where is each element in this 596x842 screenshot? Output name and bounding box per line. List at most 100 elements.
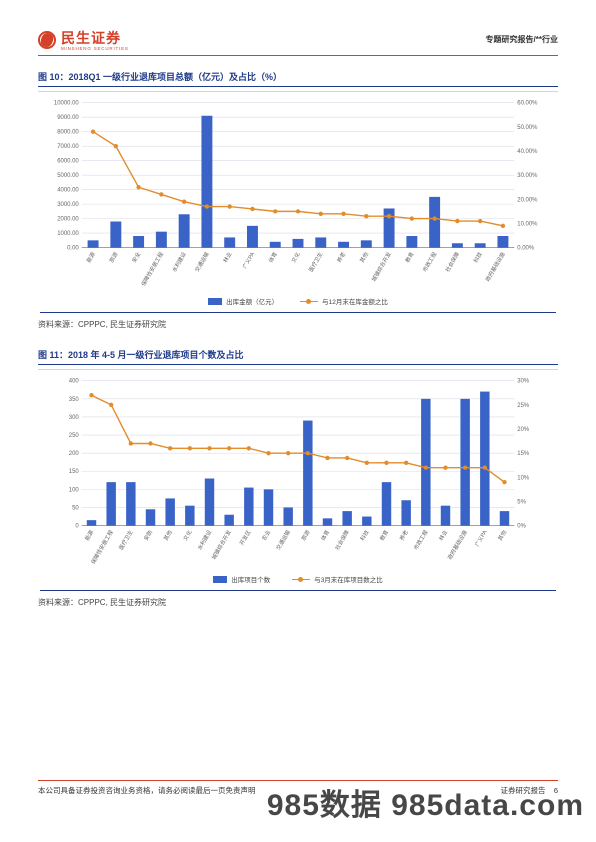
figure-10-title: 图 10：2018Q1 一级行业退库项目总额（亿元）及占比（%） [38,70,558,87]
svg-text:广义PA: 广义PA [473,528,489,548]
svg-text:体育: 体育 [319,528,332,542]
figure-11-legend: 出库项目个数 与3月末在库项目数之比 [40,574,556,591]
svg-text:保障性安居工程: 保障性安居工程 [139,250,165,287]
brand-logo-icon [38,31,56,49]
figure-10-legend: 出库金额（亿元） 与12月末在库金额之比 [40,296,556,313]
svg-text:科技: 科技 [472,250,485,264]
svg-text:200: 200 [69,451,80,457]
svg-text:其他: 其他 [162,528,175,542]
svg-text:300: 300 [69,415,80,421]
svg-text:60.00%: 60.00% [517,101,538,107]
svg-text:交通运输: 交通运输 [193,250,211,273]
svg-text:30%: 30% [517,379,530,385]
svg-text:城镇综合开发: 城镇综合开发 [370,250,394,283]
page-header: 民生证券 MINSHENG SECURITIES 专题研究报告/**行业 [38,28,558,56]
svg-text:其他: 其他 [358,250,371,264]
svg-text:2000.00: 2000.00 [57,217,79,223]
svg-text:20.00%: 20.00% [517,197,538,203]
svg-text:开发区: 开发区 [237,528,252,547]
legend-line-swatch [300,301,318,302]
watermark: 985数据 985data.com [267,780,584,824]
figure-10: 图 10：2018Q1 一级行业退库项目总额（亿元）及占比（%） 0.00 100… [38,70,558,330]
figure-11-chart: 0 50 100 150 200 250 300 350 400 0% 5% 10% 15% 20% 25%… [40,374,556,572]
figure-11-title: 图 11：2018 年 4-5 月一级行业退库项目个数及占比 [38,348,558,365]
svg-text:文化: 文化 [181,528,194,542]
svg-text:水利建设: 水利建设 [195,528,213,551]
brand-logo: 民生证券 MINSHENG SECURITIES [38,28,129,51]
svg-text:3000.00: 3000.00 [57,202,79,208]
header-right-text: 专题研究报告/**行业 [486,34,558,45]
svg-text:医疗卫生: 医疗卫生 [307,250,325,273]
svg-text:市政工程: 市政工程 [421,250,439,273]
svg-text:40.00%: 40.00% [517,149,538,155]
legend-bar-swatch [213,576,227,583]
svg-text:50.00%: 50.00% [517,125,538,131]
svg-text:能源: 能源 [83,528,96,542]
svg-text:市政工程: 市政工程 [412,528,430,551]
svg-text:8000.00: 8000.00 [57,130,79,136]
svg-text:15%: 15% [517,451,530,457]
svg-text:教育: 教育 [403,250,416,264]
legend-bar-label: 出库项目个数 [231,574,270,584]
svg-text:旅游: 旅游 [299,528,312,542]
svg-text:广义PA: 广义PA [240,250,256,270]
svg-text:交通运输: 交通运输 [274,528,292,551]
svg-text:0: 0 [75,524,79,530]
figure-11: 图 11：2018 年 4-5 月一级行业退库项目个数及占比 0 50 100 150… [38,348,558,608]
svg-text:养老: 养老 [398,528,411,542]
footer-left: 本公司具备证券投资咨询业务资格，请务必阅读最后一页免责声明 [38,785,256,796]
svg-text:400: 400 [69,379,80,385]
svg-text:10.00%: 10.00% [517,221,538,227]
svg-text:政府基础设施: 政府基础设施 [483,250,507,283]
svg-text:5000.00: 5000.00 [57,173,79,179]
svg-text:250: 250 [69,433,80,439]
svg-text:9000.00: 9000.00 [57,115,79,121]
svg-text:50: 50 [72,505,79,511]
svg-text:4000.00: 4000.00 [57,188,79,194]
svg-text:养老: 养老 [335,250,348,264]
legend-bar-swatch [208,298,222,305]
svg-text:0.00%: 0.00% [517,246,535,252]
svg-text:0%: 0% [517,524,526,530]
svg-text:科技: 科技 [358,528,371,542]
legend-line-label: 与3月末在库项目数之比 [314,574,383,584]
svg-text:教育: 教育 [378,528,391,542]
svg-text:社会保障: 社会保障 [333,528,351,551]
brand-name-en: MINSHENG SECURITIES [61,46,129,51]
svg-text:安全: 安全 [130,250,143,264]
figure-10-chart: 0.00 1000.00 2000.00 3000.00 4000.00 5000.00 6… [40,96,556,294]
figure-10-source: 资料来源：CPPPC, 民生证券研究院 [38,319,558,330]
svg-text:10%: 10% [517,475,530,481]
brand-name-cn: 民生证券 [61,28,129,48]
svg-text:文化: 文化 [289,250,302,264]
svg-text:林业: 林业 [437,528,450,542]
svg-text:5%: 5% [517,499,526,505]
svg-text:农业: 农业 [260,528,273,542]
svg-text:旅游: 旅游 [107,250,120,264]
figure-11-source: 资料来源：CPPPC, 民生证券研究院 [38,597,558,608]
svg-text:100: 100 [69,487,80,493]
legend-bar-label: 出库金额（亿元） [226,296,278,306]
svg-text:能源: 能源 [84,250,97,264]
svg-text:水利建设: 水利建设 [170,250,188,273]
legend-line-label: 与12月末在库金额之比 [322,296,388,306]
svg-text:政府基础设施: 政府基础设施 [446,528,470,561]
svg-text:社会保障: 社会保障 [443,250,461,273]
svg-text:25%: 25% [517,403,530,409]
svg-text:1000.00: 1000.00 [57,231,79,237]
svg-text:350: 350 [69,397,80,403]
svg-text:林业: 林业 [221,250,234,264]
svg-text:其他: 其他 [496,528,509,542]
svg-text:6000.00: 6000.00 [57,159,79,165]
svg-text:10000.00: 10000.00 [54,101,79,107]
svg-text:医疗卫生: 医疗卫生 [117,528,135,551]
svg-text:体育: 体育 [267,250,280,264]
svg-text:0.00: 0.00 [67,246,79,252]
legend-line-swatch [292,579,310,580]
svg-text:城镇综合开发: 城镇综合开发 [210,528,234,561]
svg-text:30.00%: 30.00% [517,173,538,179]
svg-text:7000.00: 7000.00 [57,144,79,150]
svg-text:安防: 安防 [142,528,155,542]
svg-text:150: 150 [69,469,80,475]
svg-text:20%: 20% [517,427,530,433]
